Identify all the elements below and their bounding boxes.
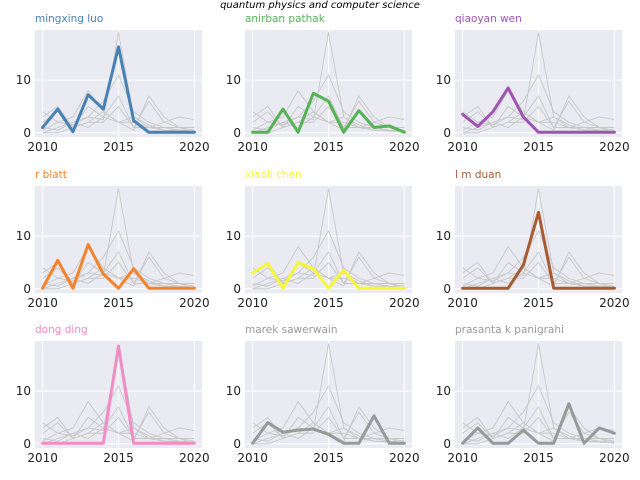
background-series-line [42, 261, 195, 290]
panel-title: xiaoli chen [245, 169, 302, 181]
y-tick-label: 10 [436, 229, 451, 243]
x-tick-label: 2020 [599, 451, 630, 465]
y-tick-label: 10 [226, 73, 241, 87]
x-tick-label: 2020 [389, 296, 420, 310]
y-tick-label: 0 [23, 282, 31, 296]
x-tick-label: 2010 [27, 451, 58, 465]
background-series-line [462, 105, 615, 128]
panel-title: l m duan [455, 169, 501, 181]
background-series-line [462, 261, 615, 284]
x-tick-label: 2020 [179, 140, 210, 154]
x-tick-label: 2015 [523, 451, 554, 465]
y-tick-label: 10 [436, 384, 451, 398]
y-tick-label: 0 [233, 282, 241, 296]
panel-title: qiaoyan wen [455, 13, 522, 25]
background-series-line [462, 261, 615, 290]
background-series-line [252, 416, 405, 445]
background-series-line [42, 105, 195, 134]
y-tick-label: 10 [226, 229, 241, 243]
series-line [251, 91, 406, 134]
x-tick-label: 2015 [103, 451, 134, 465]
x-tick-label: 2010 [27, 140, 58, 154]
x-tick-label: 2020 [389, 140, 420, 154]
y-tick-label: 0 [233, 126, 241, 140]
background-series-line [252, 385, 405, 445]
x-tick-label: 2010 [447, 296, 478, 310]
y-tick-label: 10 [16, 229, 31, 243]
x-tick-label: 2010 [447, 140, 478, 154]
background-series-line [462, 230, 615, 290]
x-tick-label: 2020 [389, 451, 420, 465]
y-tick-label: 0 [23, 437, 31, 451]
y-tick-label: 0 [23, 126, 31, 140]
panel-6: 2010 2015 2020 0 10 l m duan [436, 169, 630, 310]
background-series-line [42, 105, 195, 128]
x-tick-label: 2020 [179, 296, 210, 310]
background-series-line [462, 416, 615, 439]
y-tick-label: 0 [443, 437, 451, 451]
background-series-line [252, 261, 405, 284]
panel-title: marek sawerwain [245, 324, 338, 336]
x-tick-label: 2020 [599, 296, 630, 310]
panel-5: 2010 2015 2020 0 10 xiaoli chen [226, 169, 420, 310]
x-tick-label: 2020 [599, 140, 630, 154]
y-tick-label: 10 [16, 384, 31, 398]
panel-title: dong ding [35, 324, 88, 336]
x-tick-label: 2015 [313, 296, 344, 310]
panel-title: r blatt [35, 169, 67, 181]
panel-7: 2010 2015 2020 0 10 dong ding [16, 324, 210, 465]
panel-title: prasanta k panigrahi [455, 324, 564, 336]
panel-9: 2010 2015 2020 0 10 prasanta k panigrahi [436, 324, 630, 465]
series-line [461, 86, 616, 134]
background-series-line [252, 105, 405, 128]
x-tick-label: 2020 [179, 451, 210, 465]
series-line [251, 414, 406, 445]
x-tick-label: 2015 [313, 140, 344, 154]
background-series-line [462, 74, 615, 134]
y-tick-label: 0 [443, 282, 451, 296]
series-line [41, 344, 196, 445]
panel-1: 2010 2015 2020 0 10 mingxing luo [16, 13, 210, 154]
panel-3: 2010 2015 2020 0 10 qiaoyan wen [436, 13, 630, 154]
x-tick-label: 2010 [237, 140, 268, 154]
panels-group: 2010 2015 2020 0 10 mingxing luo 2010 2015 2020 0… [16, 13, 630, 465]
x-tick-label: 2010 [237, 451, 268, 465]
y-tick-label: 10 [226, 384, 241, 398]
x-tick-label: 2010 [447, 451, 478, 465]
panel-2: 2010 2015 2020 0 10 anirban pathak [226, 13, 420, 154]
x-tick-label: 2015 [523, 296, 554, 310]
series-line [461, 402, 616, 445]
x-tick-label: 2010 [27, 296, 58, 310]
y-tick-label: 10 [436, 73, 451, 87]
background-series-line [252, 261, 405, 290]
x-tick-label: 2015 [313, 451, 344, 465]
x-tick-label: 2015 [103, 296, 134, 310]
background-series-line [42, 416, 195, 439]
panel-title: mingxing luo [35, 13, 103, 25]
background-series-line [462, 105, 615, 134]
series-line [41, 45, 196, 134]
series-line [251, 260, 406, 290]
y-tick-label: 0 [233, 437, 241, 451]
y-tick-label: 10 [16, 73, 31, 87]
y-tick-label: 0 [443, 126, 451, 140]
figure-suptitle: quantum physics and computer science [220, 0, 420, 11]
panel-8: 2010 2015 2020 0 10 marek sawerwain [226, 324, 420, 465]
x-tick-label: 2015 [103, 140, 134, 154]
x-tick-label: 2010 [237, 296, 268, 310]
series-line [461, 210, 616, 290]
background-series-line [42, 416, 195, 445]
background-series-line [42, 385, 195, 445]
series-line [41, 243, 196, 290]
panel-4: 2010 2015 2020 0 10 r blatt [16, 169, 210, 310]
x-tick-label: 2015 [523, 140, 554, 154]
panel-title: anirban pathak [245, 13, 326, 25]
